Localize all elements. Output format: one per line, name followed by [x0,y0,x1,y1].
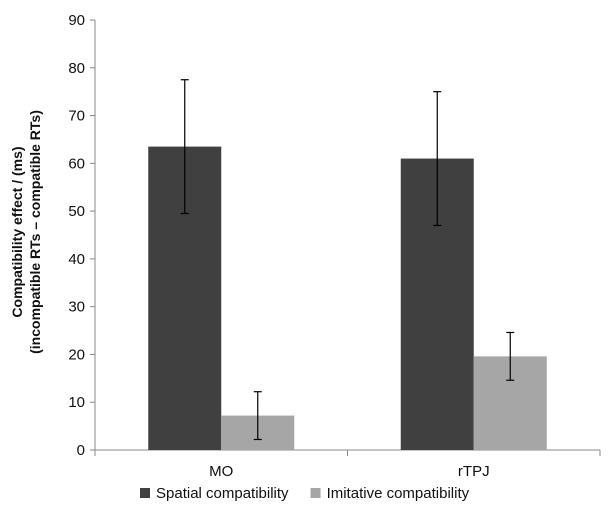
x-category-label: MO [209,463,233,480]
error-bars [180,79,515,441]
y-tick-label: 70 [68,108,85,125]
y-tick-label: 90 [68,12,85,29]
legend-label: Imitative compatibility [327,485,470,502]
y-tick-label: 50 [68,203,85,220]
y-tick-label: 30 [68,299,85,316]
y-axis-label: Compatibility effect / (ms) (incompatibl… [9,110,43,354]
legend-label: Spatial compatibility [156,485,289,502]
legend: Spatial compatibility Imitative compatibi… [140,485,470,502]
y-axis-label-line-1: Compatibility effect / (ms) [9,146,25,317]
x-category-label: rTPJ [458,463,490,480]
y-tick-label: 60 [68,155,85,172]
legend-swatch [310,488,321,498]
y-axis-label-line-2: (incompatible RTs – compatible RTs) [27,110,43,354]
bars [148,146,547,451]
y-tick-label: 0 [77,442,85,459]
y-tick-label: 40 [68,251,85,268]
y-tick-label: 10 [68,394,85,411]
legend-swatch [140,488,150,498]
y-tick-label: 20 [68,346,85,363]
y-tick-label: 80 [68,60,85,77]
tick-labels: 0 10 20 30 40 50 60 70 80 90 MO rTPJ [68,12,489,480]
